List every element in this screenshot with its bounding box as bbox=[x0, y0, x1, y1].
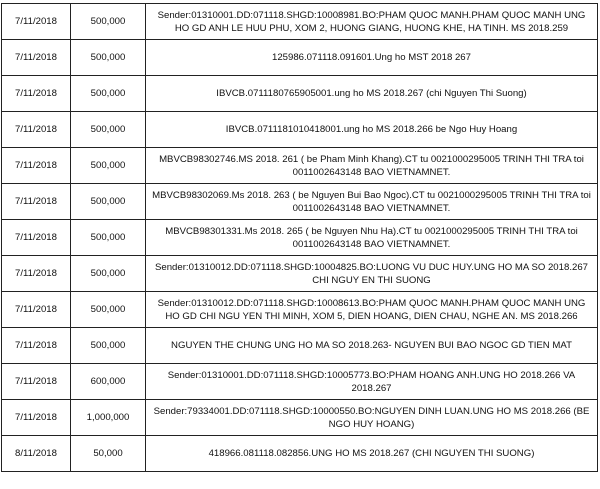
date-cell: 7/11/2018 bbox=[1, 327, 71, 364]
donation-table: 7/11/2018 500,000 Sender:01310001.DD:07111… bbox=[1, 3, 598, 472]
description-cell: 125986.071118.091601.Ung ho MST 2018 267 bbox=[145, 39, 598, 76]
amount-cell: 500,000 bbox=[70, 147, 146, 184]
date-cell: 7/11/2018 bbox=[1, 147, 71, 184]
table-row: 7/11/2018 500,000 IBVCB.0711180765905001.u… bbox=[1, 75, 598, 112]
table-row: 7/11/2018 500,000 Sender:01310012.DD:07111… bbox=[1, 255, 598, 292]
date-cell: 7/11/2018 bbox=[1, 399, 71, 436]
date-cell: 7/11/2018 bbox=[1, 219, 71, 256]
description-cell: MBVCB98301331.Ms 2018. 265 ( be Nguyen N… bbox=[145, 219, 598, 256]
amount-cell: 1,000,000 bbox=[70, 399, 146, 436]
description-cell: 418966.081118.082856.UNG HO MS 2018.267 … bbox=[145, 435, 598, 472]
date-cell: 8/11/2018 bbox=[1, 435, 71, 472]
description-cell: Sender:01310012.DD:071118.SHGD:10004825.… bbox=[145, 255, 598, 292]
date-cell: 7/11/2018 bbox=[1, 111, 71, 148]
description-cell: MBVCB98302746.MS 2018. 261 ( be Pham Min… bbox=[145, 147, 598, 184]
description-cell: NGUYEN THE CHUNG UNG HO MA SO 2018.263- … bbox=[145, 327, 598, 364]
table-row: 7/11/2018 500,000 IBVCB.0711181010418001.u… bbox=[1, 111, 598, 148]
amount-cell: 500,000 bbox=[70, 255, 146, 292]
amount-cell: 500,000 bbox=[70, 39, 146, 76]
table-row: 7/11/2018 500,000 NGUYEN THE CHUNG UNG HO … bbox=[1, 327, 598, 364]
date-cell: 7/11/2018 bbox=[1, 3, 71, 40]
description-cell: Sender:79334001.DD:071118.SHGD:10000550.… bbox=[145, 399, 598, 436]
amount-cell: 500,000 bbox=[70, 183, 146, 220]
date-cell: 7/11/2018 bbox=[1, 363, 71, 400]
table-row: 7/11/2018 500,000 125986.071118.091601.Ung… bbox=[1, 39, 598, 76]
table-body: 7/11/2018 500,000 Sender:01310001.DD:07111… bbox=[1, 3, 598, 472]
date-cell: 7/11/2018 bbox=[1, 75, 71, 112]
amount-cell: 500,000 bbox=[70, 3, 146, 40]
amount-cell: 500,000 bbox=[70, 111, 146, 148]
table-row: 8/11/2018 50,000 418966.081118.082856.UNG … bbox=[1, 435, 598, 472]
table-row: 7/11/2018 600,000 Sender:01310001.DD:07111… bbox=[1, 363, 598, 400]
description-cell: Sender:01310001.DD:071118.SHGD:10008981.… bbox=[145, 3, 598, 40]
table-row: 7/11/2018 500,000 Sender:01310001.DD:07111… bbox=[1, 3, 598, 40]
table-row: 7/11/2018 500,000 MBVCB98302069.Ms 2018. 2… bbox=[1, 183, 598, 220]
amount-cell: 50,000 bbox=[70, 435, 146, 472]
amount-cell: 500,000 bbox=[70, 75, 146, 112]
description-cell: Sender:01310001.DD:071118.SHGD:10005773.… bbox=[145, 363, 598, 400]
description-cell: MBVCB98302069.Ms 2018. 263 ( be Nguyen B… bbox=[145, 183, 598, 220]
description-cell: IBVCB.0711181010418001.ung ho MS 2018.26… bbox=[145, 111, 598, 148]
amount-cell: 500,000 bbox=[70, 327, 146, 364]
table-row: 7/11/2018 500,000 MBVCB98301331.Ms 2018. 2… bbox=[1, 219, 598, 256]
amount-cell: 500,000 bbox=[70, 219, 146, 256]
date-cell: 7/11/2018 bbox=[1, 39, 71, 76]
date-cell: 7/11/2018 bbox=[1, 291, 71, 328]
description-cell: IBVCB.0711180765905001.ung ho MS 2018.26… bbox=[145, 75, 598, 112]
description-cell: Sender:01310012.DD:071118.SHGD:10008613.… bbox=[145, 291, 598, 328]
amount-cell: 500,000 bbox=[70, 291, 146, 328]
table-row: 7/11/2018 500,000 MBVCB98302746.MS 2018. 2… bbox=[1, 147, 598, 184]
date-cell: 7/11/2018 bbox=[1, 255, 71, 292]
date-cell: 7/11/2018 bbox=[1, 183, 71, 220]
table-row: 7/11/2018 500,000 Sender:01310012.DD:07111… bbox=[1, 291, 598, 328]
amount-cell: 600,000 bbox=[70, 363, 146, 400]
table-row: 7/11/2018 1,000,000 Sender:79334001.DD:071… bbox=[1, 399, 598, 436]
